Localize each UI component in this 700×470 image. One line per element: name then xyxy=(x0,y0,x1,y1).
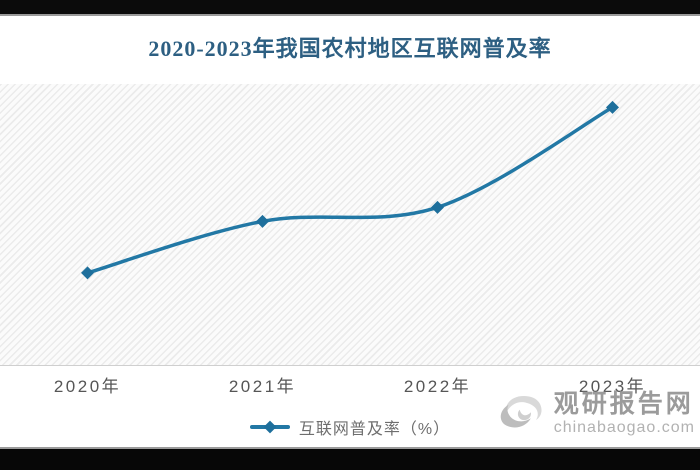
watermark-domain: chinabaogao.com xyxy=(553,419,695,436)
data-point-marker xyxy=(81,266,94,280)
line-series xyxy=(81,100,619,280)
watermark-name: 观研报告网 xyxy=(553,390,694,418)
legend-diamond-icon xyxy=(263,420,277,434)
x-tick-label: 2023年 xyxy=(578,377,647,396)
watermark-text: 观研报告网 chinabaogao.com xyxy=(554,392,695,436)
series-line xyxy=(87,105,614,275)
x-tick-label: 2022年 xyxy=(403,377,472,396)
top-bar xyxy=(0,0,700,16)
legend-label: 互联网普及率（%） xyxy=(298,421,451,438)
legend-line-icon xyxy=(249,420,290,434)
x-axis: 2020年 2021年 2022年 2023年 xyxy=(0,372,700,396)
chart-title: 2020-2023年我国农村地区互联网普及率 xyxy=(148,36,552,61)
x-tick-label: 2021年 xyxy=(228,377,297,396)
x-tick-label: 2020年 xyxy=(53,377,122,396)
watermark-logo-icon xyxy=(500,396,542,428)
data-point-marker xyxy=(431,200,444,214)
bottom-bar xyxy=(0,447,700,470)
data-point-marker xyxy=(606,100,619,114)
data-point-marker xyxy=(256,214,269,228)
plot-area xyxy=(0,84,700,366)
watermark: 观研报告网 chinabaogao.com xyxy=(498,390,695,438)
legend: 互联网普及率（%） xyxy=(0,416,700,438)
